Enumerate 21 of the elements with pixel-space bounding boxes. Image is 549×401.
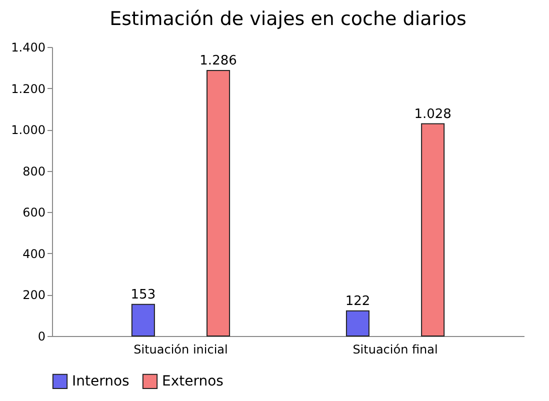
y-tick-label: 600 xyxy=(22,206,46,220)
y-tick-label: 1.000 xyxy=(11,123,46,138)
y-tick-label: 0 xyxy=(38,330,46,344)
y-tick-label: 200 xyxy=(22,288,46,302)
data-label: 1.286 xyxy=(200,54,237,69)
y-tick-label: 1.400 xyxy=(11,40,46,54)
bar xyxy=(206,70,230,336)
bar xyxy=(346,310,370,336)
x-tick-label: Situación final xyxy=(352,342,438,356)
legend-label: Externos xyxy=(162,373,224,390)
data-label: 1.028 xyxy=(414,106,452,122)
data-label: 122 xyxy=(345,294,370,309)
chart-title: Estimación de viajes en coche diarios xyxy=(110,8,466,30)
y-tick-label: 800 xyxy=(22,164,46,178)
data-label: 153 xyxy=(130,287,156,302)
bar xyxy=(421,123,445,336)
bar xyxy=(131,304,155,336)
x-tick-label: Situación inicial xyxy=(134,342,228,356)
legend-label: Internos xyxy=(72,373,130,390)
y-tick-label: 1.200 xyxy=(11,82,46,96)
y-tick-label: 400 xyxy=(22,246,46,261)
